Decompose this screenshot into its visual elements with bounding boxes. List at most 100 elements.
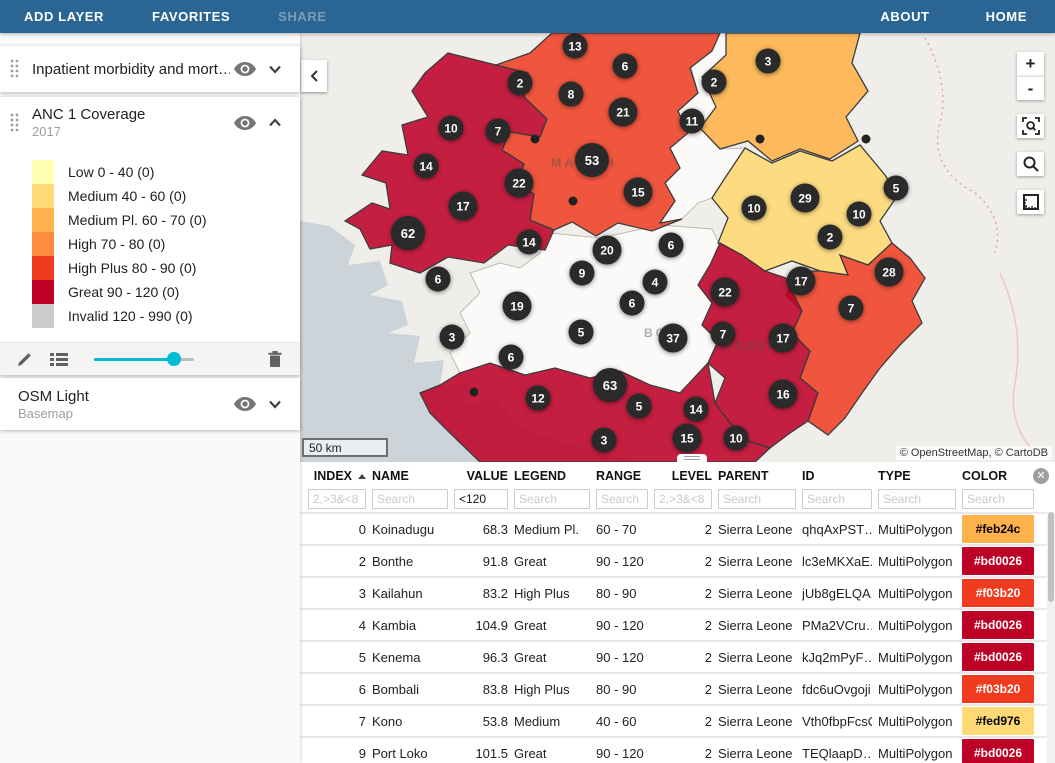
cluster-marker[interactable]: 7 (485, 118, 511, 144)
cluster-marker[interactable]: 15 (623, 177, 653, 207)
cluster-marker[interactable]: 15 (672, 423, 702, 453)
cluster-marker[interactable]: 63 (593, 368, 627, 402)
visibility-toggle[interactable] (230, 111, 260, 135)
cluster-marker[interactable]: 12 (525, 385, 551, 411)
cluster-marker[interactable]: 5 (568, 319, 594, 345)
filter-input-index[interactable] (308, 489, 366, 509)
zoom-in-button[interactable]: + (1017, 52, 1044, 76)
cluster-marker[interactable]: 22 (504, 168, 534, 198)
column-header-parent[interactable]: PARENT (718, 469, 769, 483)
close-table-button[interactable]: ✕ (1033, 468, 1049, 484)
drag-handle-icon[interactable] (8, 112, 22, 134)
cluster-marker[interactable]: 7 (838, 295, 864, 321)
cluster-marker[interactable]: 17 (786, 266, 816, 296)
zoom-out-button[interactable]: - (1017, 76, 1044, 100)
nav-menu-item[interactable]: HOME (985, 9, 1027, 24)
facility-dot[interactable] (568, 196, 578, 206)
cluster-marker[interactable]: 10 (846, 201, 872, 227)
cluster-marker[interactable]: 37 (658, 323, 688, 353)
column-header-range[interactable]: RANGE (596, 469, 642, 483)
facility-dot[interactable] (469, 387, 479, 397)
filter-input-range[interactable] (596, 489, 648, 509)
cluster-marker[interactable]: 21 (608, 97, 638, 127)
cluster-marker[interactable]: 29 (790, 183, 820, 213)
zoom-to-content-button[interactable] (1017, 114, 1044, 138)
filter-input-level[interactable] (654, 489, 712, 509)
filter-input-name[interactable] (372, 489, 448, 509)
map-canvas[interactable]: MAKENIBOKENEMA 1363228211110753142215529… (300, 33, 1055, 462)
collapse-layer-button[interactable] (260, 111, 290, 135)
filter-input-value[interactable] (454, 489, 508, 509)
cluster-marker[interactable]: 10 (723, 425, 749, 451)
filter-input-type[interactable] (878, 489, 956, 509)
table-resize-handle[interactable] (677, 454, 707, 462)
cluster-marker[interactable]: 2 (701, 69, 727, 95)
search-button[interactable] (1017, 152, 1044, 176)
column-header-id[interactable]: ID (802, 469, 815, 483)
table-row[interactable]: 0 Koinadugu 68.3 Medium Pl. 60 - 70 2 Sierra L… (300, 512, 1047, 544)
table-scrollbar[interactable] (1047, 512, 1055, 763)
delete-layer-button[interactable] (262, 349, 288, 369)
nav-menu-item[interactable]: SHARE (278, 9, 327, 24)
cluster-marker[interactable]: 14 (413, 153, 439, 179)
cluster-marker[interactable]: 2 (507, 70, 533, 96)
column-header-type[interactable]: TYPE (878, 469, 911, 483)
filter-input-legend[interactable] (514, 489, 590, 509)
column-header-name[interactable]: NAME (372, 469, 409, 483)
cluster-marker[interactable]: 9 (569, 260, 595, 286)
filter-input-parent[interactable] (718, 489, 796, 509)
cluster-marker[interactable]: 3 (439, 324, 465, 350)
cluster-marker[interactable]: 19 (502, 291, 532, 321)
cluster-marker[interactable]: 14 (516, 229, 542, 255)
cluster-marker[interactable]: 6 (425, 266, 451, 292)
filter-input-color[interactable] (962, 489, 1034, 509)
cluster-marker[interactable]: 6 (612, 53, 638, 79)
data-table-button[interactable] (46, 349, 72, 369)
table-row[interactable]: 4 Kambia 104.9 Great 90 - 120 2 Sierra Leone PM… (300, 608, 1047, 640)
cluster-marker[interactable]: 16 (768, 379, 798, 409)
cluster-marker[interactable]: 11 (679, 108, 705, 134)
visibility-toggle[interactable] (230, 392, 260, 416)
cluster-marker[interactable]: 53 (575, 143, 609, 177)
cluster-marker[interactable]: 6 (619, 290, 645, 316)
opacity-slider[interactable] (94, 352, 194, 366)
cluster-marker[interactable]: 3 (755, 48, 781, 74)
table-row[interactable]: 2 Bonthe 91.8 Great 90 - 120 2 Sierra Leone lc3… (300, 544, 1047, 576)
cluster-marker[interactable]: 10 (741, 195, 767, 221)
cluster-marker[interactable]: 4 (642, 269, 668, 295)
cluster-marker[interactable]: 6 (658, 232, 684, 258)
cluster-marker[interactable]: 2 (817, 224, 843, 250)
column-header-color[interactable]: COLOR (962, 469, 1008, 483)
visibility-toggle[interactable] (230, 57, 260, 81)
facility-dot[interactable] (755, 134, 765, 144)
nav-menu-item[interactable]: FAVORITES (152, 9, 231, 24)
table-row[interactable]: 9 Port Loko 101.5 Great 90 - 120 2 Sierra Leon… (300, 736, 1047, 763)
cluster-marker[interactable]: 17 (768, 323, 798, 353)
column-header-value[interactable]: VALUE (466, 469, 508, 483)
cluster-marker[interactable]: 10 (438, 115, 464, 141)
drag-handle-icon[interactable] (8, 58, 22, 80)
cluster-marker[interactable]: 8 (558, 81, 584, 107)
table-row[interactable]: 6 Bombali 83.8 High Plus 80 - 90 2 Sierra Leon… (300, 672, 1047, 704)
cluster-marker[interactable]: 7 (710, 321, 736, 347)
column-header-index[interactable]: INDEX (308, 469, 366, 483)
facility-dot[interactable] (861, 134, 871, 144)
nav-menu-item[interactable]: ADD LAYER (24, 9, 105, 24)
edit-layer-button[interactable] (12, 349, 38, 369)
expand-layer-button[interactable] (260, 57, 290, 81)
cluster-marker[interactable]: 13 (562, 33, 588, 59)
nav-menu-item[interactable]: ABOUT (880, 9, 930, 24)
cluster-marker[interactable]: 28 (874, 257, 904, 287)
cluster-marker[interactable]: 20 (592, 235, 622, 265)
expand-basemap-button[interactable] (260, 392, 290, 416)
cluster-marker[interactable]: 5 (626, 393, 652, 419)
cluster-marker[interactable]: 5 (883, 175, 909, 201)
cluster-marker[interactable]: 22 (710, 277, 740, 307)
slider-thumb[interactable] (167, 352, 181, 366)
cluster-marker[interactable]: 14 (683, 396, 709, 422)
column-header-legend[interactable]: LEGEND (514, 469, 567, 483)
cluster-marker[interactable]: 6 (498, 344, 524, 370)
sidebar-collapse-button[interactable] (301, 60, 327, 92)
facility-dot[interactable] (530, 134, 540, 144)
table-row[interactable]: 7 Kono 53.8 Medium 40 - 60 2 Sierra Leone Vth0f… (300, 704, 1047, 736)
